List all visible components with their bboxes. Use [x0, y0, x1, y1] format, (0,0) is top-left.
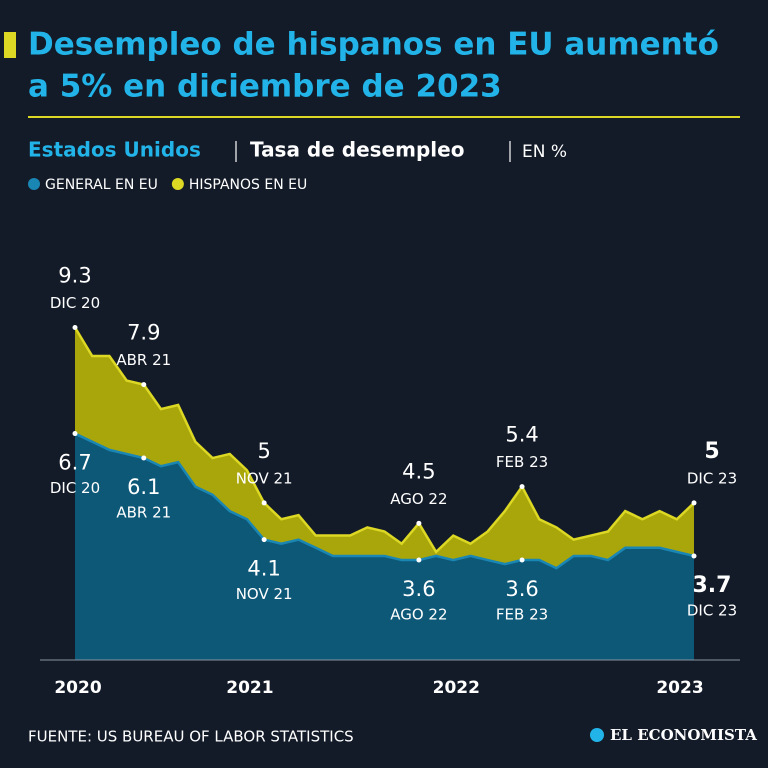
brand-logo [590, 728, 604, 742]
point [261, 500, 267, 506]
point-label: DIC 20 [50, 479, 100, 497]
legend: GENERAL EN EU HISPANOS EN EU [28, 177, 307, 193]
legend-label: GENERAL EN EU [45, 177, 158, 193]
brand: EL ECONOMISTA [610, 726, 757, 744]
value-label: 5 [257, 439, 270, 463]
x-tick-label: 2023 [656, 678, 703, 698]
point [691, 500, 697, 506]
point [141, 455, 147, 461]
value-label: 3.6 [505, 577, 538, 601]
point [141, 382, 147, 388]
point [416, 557, 422, 563]
title-line: Desempleo de hispanos en EU aumentó [28, 27, 719, 63]
x-tick-label: 2020 [54, 678, 101, 698]
value-label: 3.7 [693, 573, 732, 598]
line [74, 432, 695, 570]
value-label: 7.9 [127, 321, 160, 345]
point [72, 324, 78, 330]
point [261, 537, 267, 543]
value-label: 6.7 [58, 451, 91, 475]
plot: 6.7 DIC 20 6.1 ABR 21 4.1 NOV 21 3.6 AGO 22 3.6 F… [50, 263, 737, 698]
point-label: NOV 21 [236, 469, 293, 487]
point-label: FEB 23 [496, 606, 548, 624]
value-label: 4.1 [247, 557, 280, 581]
legend-swatch [28, 178, 40, 190]
point [691, 553, 697, 559]
point-label: DIC 20 [50, 294, 100, 312]
point [519, 484, 525, 490]
value-label: 3.6 [402, 577, 435, 601]
legend-label: HISPANOS EN EU [189, 177, 307, 193]
value-label: 5 [704, 439, 719, 464]
accent-bar [4, 32, 16, 58]
subtitle-country: Estados Unidos [28, 138, 201, 162]
value-label: 4.5 [402, 459, 435, 483]
point-label: NOV 21 [236, 585, 293, 603]
point [519, 557, 525, 563]
line [73, 326, 695, 554]
point-label: DIC 23 [687, 601, 737, 619]
value-label: 5.4 [505, 423, 538, 447]
title-line: a 5% en diciembre de 2023 [28, 69, 502, 105]
point-label: ABR 21 [116, 504, 171, 522]
point-label: DIC 23 [687, 469, 737, 487]
point-label: ABR 21 [116, 351, 171, 369]
subtitle-measure: Tasa de desempleo [250, 138, 464, 162]
subtitle-unit: EN % [522, 142, 567, 162]
legend-swatch [171, 178, 184, 190]
source: FUENTE: US BUREAU OF LABOR STATISTICS [28, 728, 354, 746]
value-label: 9.3 [58, 263, 91, 287]
value-label: 6.1 [127, 475, 160, 499]
point [72, 431, 78, 437]
x-tick-label: 2022 [433, 678, 480, 698]
point-label: AGO 22 [390, 606, 447, 624]
point-label: FEB 23 [496, 453, 548, 471]
area [75, 433, 694, 660]
point [416, 520, 422, 526]
point-label: AGO 22 [390, 490, 447, 508]
x-tick-label: 2021 [226, 678, 273, 698]
